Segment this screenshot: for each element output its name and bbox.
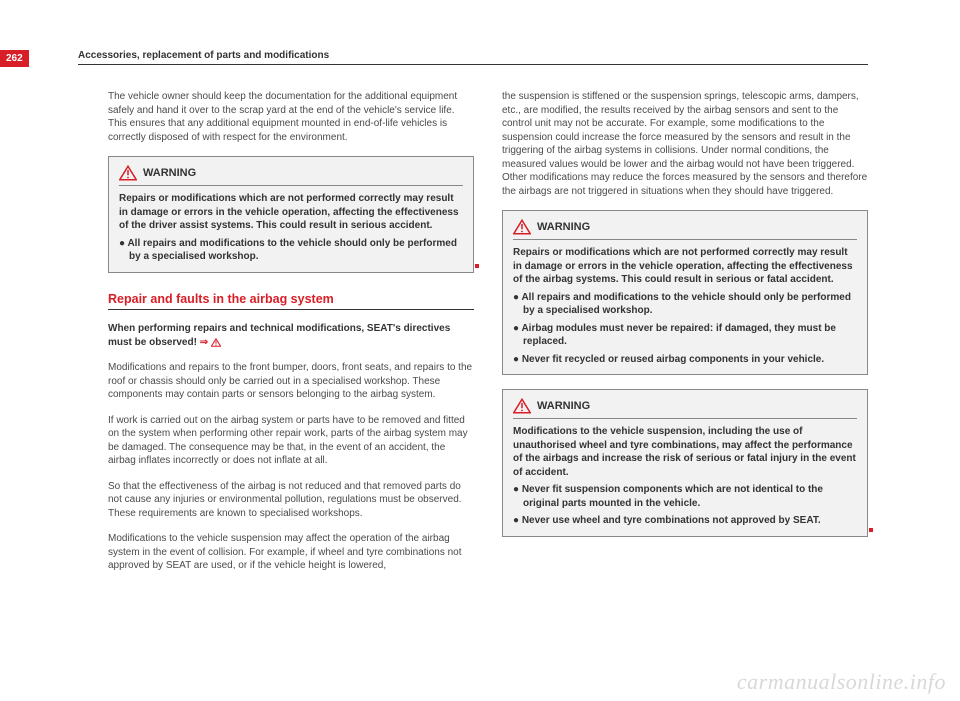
warning-header: WARNING: [513, 219, 857, 235]
warning-triangle-icon: [513, 219, 531, 235]
warning-divider: [513, 418, 857, 419]
warning-header: WARNING: [513, 398, 857, 414]
body-paragraph: Modifications to the vehicle suspension …: [108, 532, 474, 573]
warning-bullet: ● All repairs and modifications to the v…: [119, 237, 463, 264]
directive-paragraph: When performing repairs and technical mo…: [108, 322, 474, 349]
warning-text: Repairs or modifications which are not p…: [513, 246, 857, 287]
reference-triangle-icon: [211, 337, 221, 348]
warning-divider: [119, 185, 463, 186]
warning-bullet: ● All repairs and modifications to the v…: [513, 291, 857, 318]
body-paragraph: So that the effectiveness of the airbag …: [108, 480, 474, 521]
watermark-text: carmanualsonline.info: [737, 669, 946, 695]
body-paragraph-continued: the suspension is stiffened or the suspe…: [502, 90, 868, 198]
warning-divider: [513, 239, 857, 240]
right-column: the suspension is stiffened or the suspe…: [502, 90, 868, 585]
warning-bullet: ● Never use wheel and tyre combinations …: [513, 514, 857, 528]
warning-bullet: ● Never fit suspension components which …: [513, 483, 857, 510]
body-paragraph: If work is carried out on the airbag sys…: [108, 414, 474, 468]
running-header: Accessories, replacement of parts and mo…: [78, 50, 329, 61]
warning-triangle-icon: [513, 398, 531, 414]
warning-box-left: WARNING Repairs or modifications which a…: [108, 156, 474, 273]
warning-title: WARNING: [143, 166, 196, 181]
content-columns: The vehicle owner should keep the docume…: [108, 90, 868, 585]
warning-triangle-icon: [119, 165, 137, 181]
warning-box-right-2: WARNING Modifications to the vehicle sus…: [502, 389, 868, 537]
section-title: Repair and faults in the airbag system: [108, 291, 474, 308]
intro-paragraph: The vehicle owner should keep the docume…: [108, 90, 474, 144]
warning-header: WARNING: [119, 165, 463, 181]
warning-text: Modifications to the vehicle suspension,…: [513, 425, 857, 479]
warning-text: Repairs or modifications which are not p…: [119, 192, 463, 233]
header-rule: [78, 64, 868, 65]
section-end-mark: [869, 528, 873, 532]
body-paragraph: Modifications and repairs to the front b…: [108, 361, 474, 402]
warning-bullet: ● Airbag modules must never be repaired:…: [513, 322, 857, 349]
page-number-tab: 262: [0, 50, 29, 67]
left-column: The vehicle owner should keep the docume…: [108, 90, 474, 585]
section-rule: [108, 309, 474, 310]
warning-box-right-1: WARNING Repairs or modifications which a…: [502, 210, 868, 375]
section-end-mark: [475, 264, 479, 268]
warning-title: WARNING: [537, 220, 590, 235]
warning-title: WARNING: [537, 399, 590, 414]
directive-text: When performing repairs and technical mo…: [108, 323, 450, 348]
warning-bullet: ● Never fit recycled or reused airbag co…: [513, 353, 857, 367]
reference-arrow-icon: ⇒: [200, 337, 208, 348]
